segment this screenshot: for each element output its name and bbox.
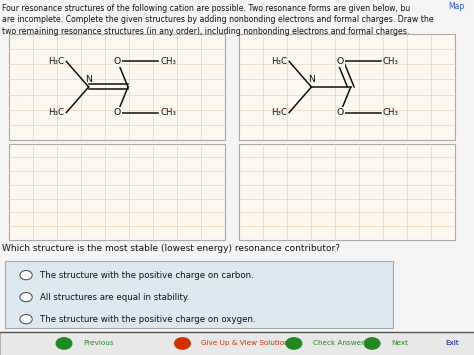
- Text: two remaining resonance structures (in any order), including nonbonding electron: two remaining resonance structures (in a…: [2, 27, 410, 36]
- Text: H₃C: H₃C: [271, 108, 287, 117]
- Text: The structure with the positive charge on carbon.: The structure with the positive charge o…: [40, 271, 254, 280]
- Text: Give Up & View Solution: Give Up & View Solution: [201, 340, 289, 346]
- Text: O: O: [114, 108, 121, 117]
- Text: H₃C: H₃C: [271, 57, 287, 66]
- Text: O: O: [337, 57, 344, 66]
- Text: Four resonance structures of the following cation are possible. Two resonance fo: Four resonance structures of the followi…: [2, 4, 410, 12]
- Bar: [239, 34, 455, 140]
- Text: N: N: [308, 75, 315, 84]
- Text: CH₃: CH₃: [383, 108, 399, 117]
- Text: The structure with the positive charge on oxygen.: The structure with the positive charge o…: [40, 315, 256, 324]
- Text: N: N: [85, 75, 92, 84]
- Bar: [239, 144, 455, 240]
- Bar: [5, 261, 393, 328]
- Text: CH₃: CH₃: [160, 108, 176, 117]
- Text: are incomplete. Complete the given structures by adding nonbonding electrons and: are incomplete. Complete the given struc…: [2, 15, 434, 24]
- Bar: [0, 332, 474, 355]
- Text: Previous: Previous: [83, 340, 114, 346]
- Text: Check Answer: Check Answer: [313, 340, 364, 346]
- Text: Which structure is the most stable (lowest energy) resonance contributor?: Which structure is the most stable (lowe…: [2, 244, 340, 253]
- Text: CH₃: CH₃: [383, 57, 399, 66]
- Text: H₃C: H₃C: [48, 108, 64, 117]
- Circle shape: [285, 337, 302, 350]
- Circle shape: [20, 293, 32, 302]
- Circle shape: [20, 271, 32, 280]
- Text: All structures are equal in stability.: All structures are equal in stability.: [40, 293, 190, 302]
- Text: O: O: [337, 108, 344, 117]
- Circle shape: [364, 337, 381, 350]
- Bar: [9, 34, 225, 140]
- Text: H₃C: H₃C: [48, 57, 64, 66]
- Text: CH₃: CH₃: [160, 57, 176, 66]
- Text: O: O: [114, 57, 121, 66]
- Circle shape: [20, 315, 32, 324]
- Text: Exit: Exit: [446, 340, 459, 346]
- Bar: [9, 144, 225, 240]
- Text: Next: Next: [391, 340, 408, 346]
- Circle shape: [55, 337, 73, 350]
- Circle shape: [174, 337, 191, 350]
- Text: Map: Map: [448, 2, 465, 11]
